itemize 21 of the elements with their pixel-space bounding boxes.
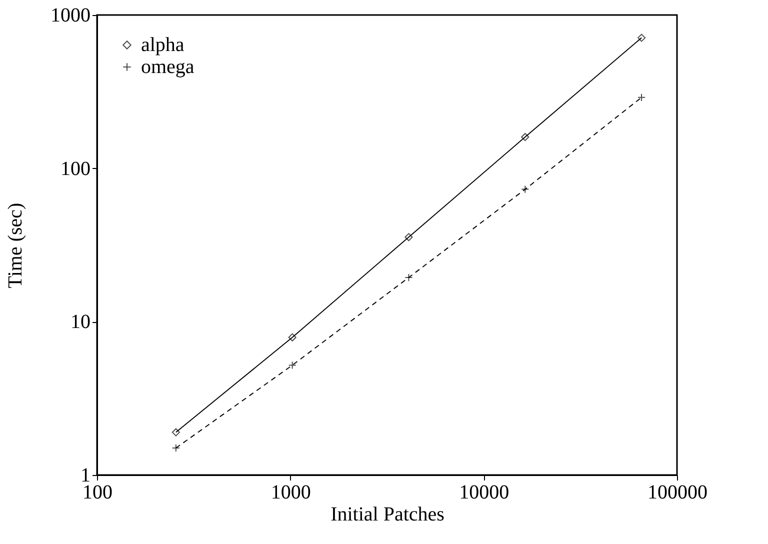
point	[404, 233, 413, 242]
legend-label: alpha	[141, 34, 184, 56]
point	[172, 428, 180, 436]
y-tick-label: 100	[60, 158, 90, 180]
point	[637, 93, 646, 102]
legend-label: omega	[141, 56, 194, 78]
x-tick-label: 1000	[270, 482, 311, 504]
y-tick-label: 1	[80, 464, 90, 486]
x-tick-label: 100000	[648, 482, 708, 504]
point	[288, 333, 296, 342]
y-axis-title: Time (sec)	[4, 202, 26, 288]
y-tick-label: 10	[70, 311, 90, 334]
y-tick-label: 1000	[50, 4, 90, 26]
point	[404, 274, 413, 282]
x-tick-label: 10000	[459, 482, 510, 504]
x-axis-title: Initial Patches	[330, 504, 445, 526]
point	[637, 34, 646, 42]
point	[172, 444, 180, 452]
point	[521, 133, 530, 142]
point	[521, 185, 530, 194]
point	[288, 361, 296, 370]
